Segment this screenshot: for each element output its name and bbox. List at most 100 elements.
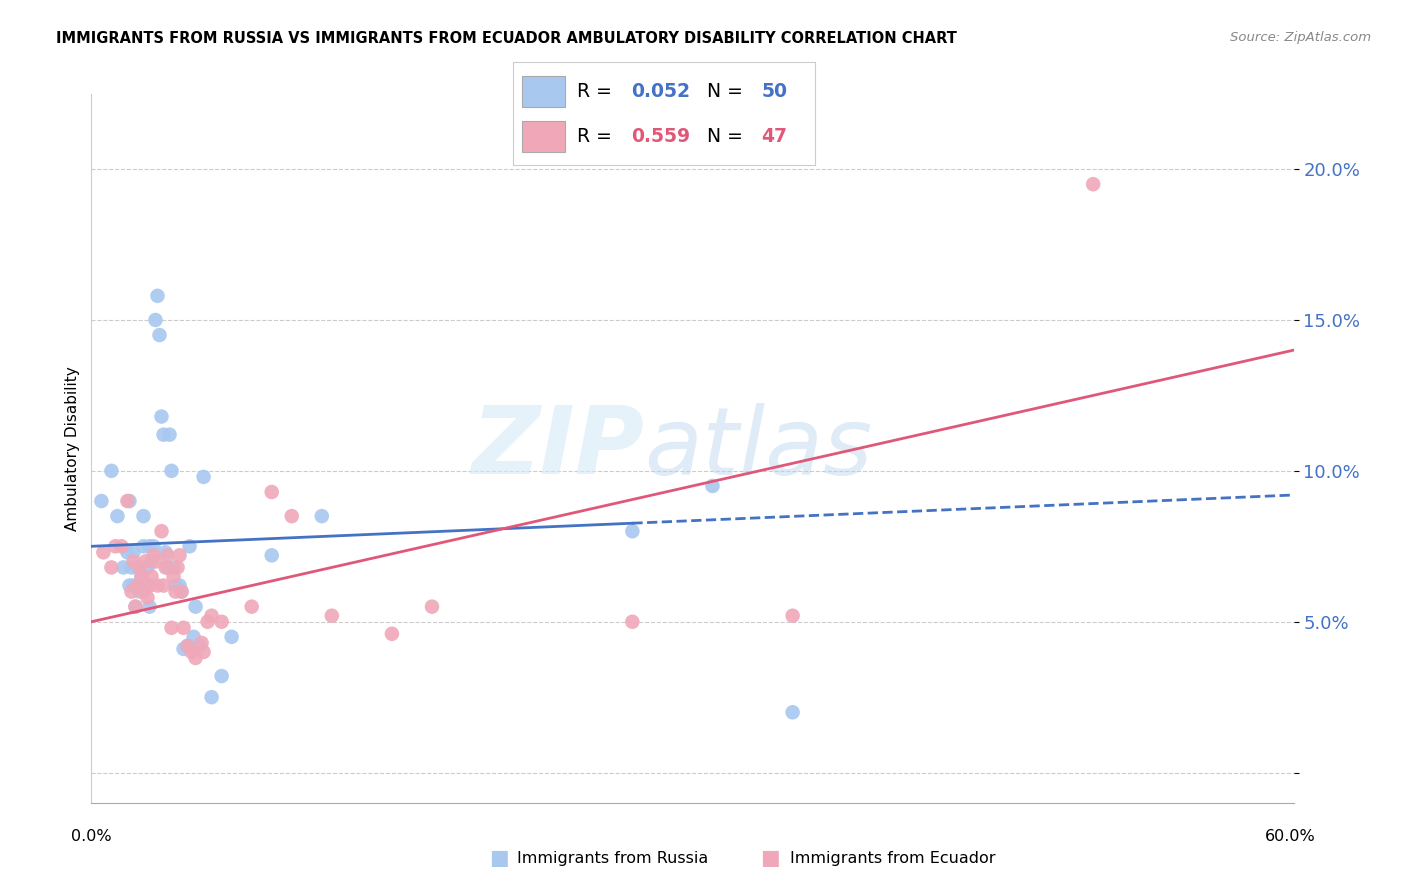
Point <box>142 549 165 563</box>
Point <box>184 651 207 665</box>
Text: atlas: atlas <box>644 402 873 494</box>
Point <box>702 479 724 493</box>
Point <box>150 409 173 424</box>
Point <box>121 584 143 599</box>
Point <box>122 578 145 592</box>
Point <box>118 494 141 508</box>
Point <box>127 560 149 574</box>
Point <box>162 569 184 583</box>
Y-axis label: Ambulatory Disability: Ambulatory Disability <box>65 366 80 531</box>
Point <box>112 560 135 574</box>
Point <box>170 584 193 599</box>
Text: 60.0%: 60.0% <box>1265 830 1316 844</box>
Point <box>121 560 143 574</box>
Point <box>100 464 122 478</box>
Point <box>136 560 159 574</box>
Point <box>141 569 163 583</box>
Point <box>134 554 156 568</box>
Text: R =: R = <box>576 127 617 145</box>
Text: ■: ■ <box>489 848 509 868</box>
Text: 47: 47 <box>761 127 787 145</box>
Point <box>1083 177 1105 191</box>
Point <box>260 485 283 500</box>
Point <box>311 509 333 524</box>
Point <box>159 427 181 442</box>
Text: 50: 50 <box>761 82 787 101</box>
Point <box>201 608 224 623</box>
Point <box>240 599 263 614</box>
Point <box>138 599 160 614</box>
Point <box>782 706 804 720</box>
Point <box>155 560 177 574</box>
Point <box>145 313 167 327</box>
Point <box>211 615 233 629</box>
Point <box>211 669 233 683</box>
Text: 0.052: 0.052 <box>631 82 690 101</box>
Point <box>782 608 804 623</box>
Point <box>160 621 183 635</box>
Point <box>118 578 141 592</box>
Point <box>131 569 153 583</box>
Point <box>152 578 174 592</box>
Point <box>124 599 146 614</box>
Point <box>173 621 195 635</box>
Point <box>145 554 167 568</box>
Point <box>142 539 165 553</box>
Text: ZIP: ZIP <box>471 402 644 494</box>
Point <box>128 584 150 599</box>
Text: ■: ■ <box>761 848 780 868</box>
Point <box>420 599 443 614</box>
Point <box>146 289 169 303</box>
FancyBboxPatch shape <box>522 76 565 106</box>
Point <box>184 599 207 614</box>
Point <box>193 645 215 659</box>
Point <box>169 578 191 592</box>
Point <box>134 578 156 592</box>
Point <box>221 630 243 644</box>
Point <box>146 578 169 592</box>
Point <box>162 560 184 574</box>
Point <box>124 599 146 614</box>
Point <box>110 539 132 553</box>
Point <box>138 578 160 592</box>
Point <box>260 549 283 563</box>
Text: N =: N = <box>695 127 748 145</box>
Point <box>156 560 179 574</box>
Point <box>190 636 212 650</box>
Point <box>107 509 129 524</box>
Point <box>128 560 150 574</box>
Point <box>170 584 193 599</box>
Point <box>132 584 155 599</box>
Point <box>90 494 112 508</box>
Text: Source: ZipAtlas.com: Source: ZipAtlas.com <box>1230 31 1371 45</box>
Point <box>136 591 159 605</box>
Point <box>201 690 224 705</box>
Point <box>165 578 187 592</box>
Point <box>122 545 145 559</box>
Point <box>155 545 177 559</box>
Point <box>156 549 179 563</box>
Point <box>176 639 198 653</box>
Point <box>621 615 644 629</box>
Point <box>176 639 198 653</box>
Text: R =: R = <box>576 82 617 101</box>
Point <box>197 615 219 629</box>
Point <box>150 524 173 539</box>
Point <box>166 560 188 574</box>
Text: 0.559: 0.559 <box>631 127 690 145</box>
FancyBboxPatch shape <box>522 121 565 152</box>
Point <box>193 470 215 484</box>
Text: Immigrants from Ecuador: Immigrants from Ecuador <box>790 851 995 865</box>
Point <box>188 639 211 653</box>
Text: 0.0%: 0.0% <box>72 830 111 844</box>
Point <box>381 627 404 641</box>
Point <box>141 554 163 568</box>
Point <box>173 641 195 656</box>
Point <box>117 545 139 559</box>
Point <box>117 494 139 508</box>
Point <box>281 509 304 524</box>
Point <box>160 464 183 478</box>
Point <box>93 545 115 559</box>
Point <box>131 569 153 583</box>
Point <box>152 427 174 442</box>
